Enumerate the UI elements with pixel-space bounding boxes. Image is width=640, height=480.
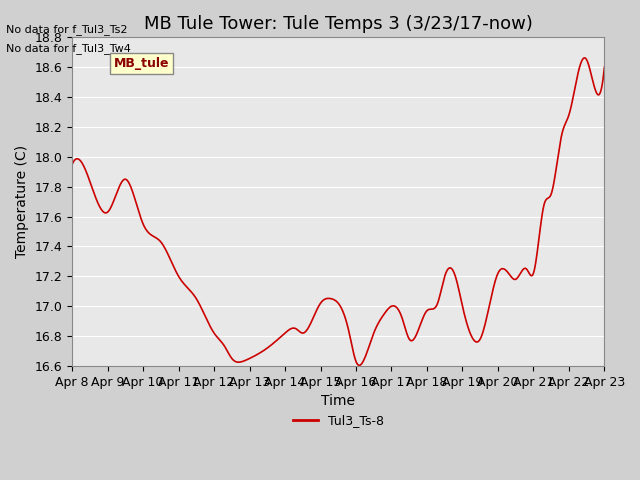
Legend: Tul3_Ts-8: Tul3_Ts-8 — [288, 409, 388, 432]
Text: No data for f_Tul3_Tw4: No data for f_Tul3_Tw4 — [6, 43, 131, 54]
X-axis label: Time: Time — [321, 394, 355, 408]
Text: No data for f_Tul3_Ts2: No data for f_Tul3_Ts2 — [6, 24, 128, 35]
Text: MB_tule: MB_tule — [113, 57, 169, 70]
Y-axis label: Temperature (C): Temperature (C) — [15, 145, 29, 258]
Title: MB Tule Tower: Tule Temps 3 (3/23/17-now): MB Tule Tower: Tule Temps 3 (3/23/17-now… — [144, 15, 532, 33]
